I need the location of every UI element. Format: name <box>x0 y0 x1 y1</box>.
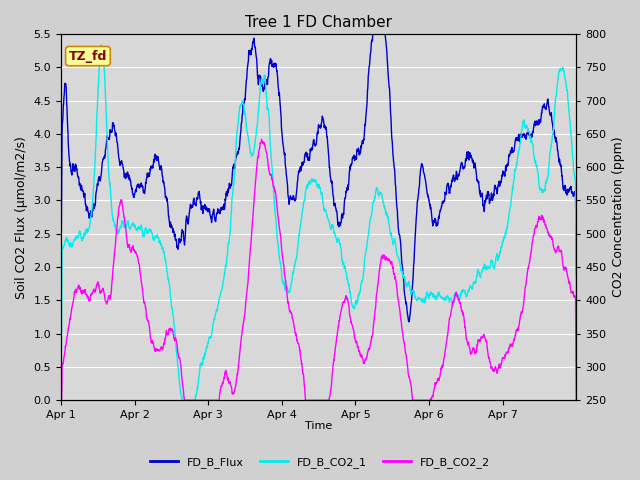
FD_B_CO2_2 <box>308 397 316 403</box>
FD_B_CO2_2 <box>557 251 565 256</box>
Line: FD_B_CO2_1: FD_B_CO2_1 <box>61 45 576 400</box>
FD_B_CO2_2 <box>57 397 65 403</box>
FD_B_CO2_2 <box>258 136 266 142</box>
FD_B_CO2_1 <box>83 226 91 231</box>
FD_B_Flux <box>369 31 377 37</box>
FD_B_Flux <box>405 319 413 325</box>
FD_B_Flux <box>557 169 565 175</box>
Legend: FD_B_Flux, FD_B_CO2_1, FD_B_CO2_2: FD_B_Flux, FD_B_CO2_1, FD_B_CO2_2 <box>145 452 495 472</box>
FD_B_CO2_1 <box>463 293 471 299</box>
X-axis label: Time: Time <box>305 421 332 432</box>
FD_B_CO2_1 <box>97 42 105 48</box>
FD_B_CO2_1 <box>557 68 565 73</box>
FD_B_CO2_1 <box>57 397 65 403</box>
FD_B_Flux <box>308 145 316 151</box>
Title: Tree 1 FD Chamber: Tree 1 FD Chamber <box>245 15 392 30</box>
FD_B_CO2_2 <box>463 338 471 344</box>
FD_B_CO2_2 <box>572 397 580 403</box>
FD_B_Flux <box>558 173 566 179</box>
Line: FD_B_CO2_2: FD_B_CO2_2 <box>61 139 576 400</box>
FD_B_CO2_1 <box>294 240 302 246</box>
FD_B_CO2_2 <box>294 340 302 346</box>
FD_B_Flux <box>294 174 301 180</box>
FD_B_Flux <box>83 204 91 210</box>
Y-axis label: CO2 Concentration (ppm): CO2 Concentration (ppm) <box>612 137 625 298</box>
FD_B_Flux <box>463 150 471 156</box>
Y-axis label: Soil CO2 Flux (μmol/m2/s): Soil CO2 Flux (μmol/m2/s) <box>15 136 28 299</box>
FD_B_Flux <box>572 272 580 277</box>
FD_B_CO2_1 <box>557 68 565 74</box>
Text: TZ_fd: TZ_fd <box>68 49 107 62</box>
FD_B_CO2_2 <box>83 294 91 300</box>
FD_B_CO2_1 <box>308 178 316 184</box>
FD_B_CO2_2 <box>557 247 565 253</box>
FD_B_Flux <box>57 269 65 275</box>
Line: FD_B_Flux: FD_B_Flux <box>61 34 576 322</box>
FD_B_CO2_1 <box>572 327 580 333</box>
